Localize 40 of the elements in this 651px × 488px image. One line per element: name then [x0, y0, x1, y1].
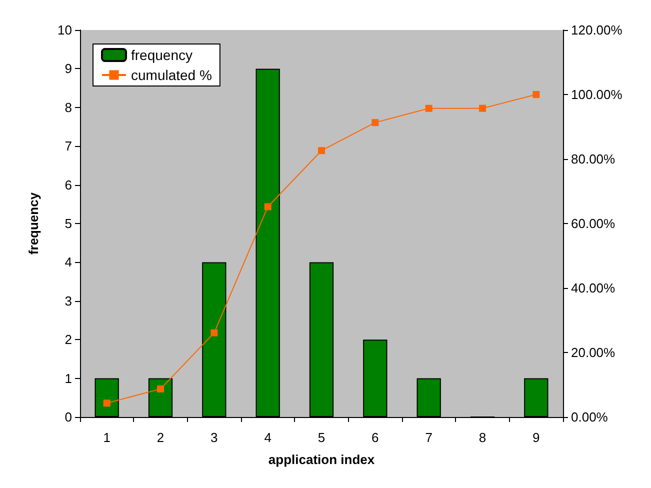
y-tick-label: 10: [58, 22, 72, 38]
x-tick-label: 9: [532, 430, 540, 445]
point: [264, 203, 272, 210]
x-tick-label: 5: [318, 430, 326, 445]
y-tick-label: 3: [64, 293, 72, 308]
point: [157, 385, 164, 392]
x-tick-label: 3: [210, 430, 218, 445]
point: [425, 104, 432, 112]
y-tick-label: 5: [64, 216, 72, 231]
y2-tick-label: 80.00%: [571, 152, 616, 166]
y-tick-label: 7: [64, 138, 72, 154]
y2-tick-label: 20.00%: [571, 345, 616, 360]
x-axis-title: application index: [268, 452, 376, 467]
x-tick-label: 6: [372, 430, 379, 445]
y-tick-label: 9: [64, 61, 72, 76]
y-tick-label: 0: [64, 410, 72, 424]
point: [532, 91, 540, 98]
y-tick-label: 4: [64, 254, 72, 270]
y-axis-title: frequency: [26, 192, 41, 255]
y2-tick-label: 60.00%: [571, 216, 616, 231]
y2-tick-label: 0.00%: [571, 410, 608, 424]
y2-tick-label: 120.00%: [571, 22, 623, 38]
point: [372, 119, 379, 126]
y-tick-label: 2: [64, 332, 72, 348]
point: [210, 329, 218, 336]
x-tick-label: 8: [478, 430, 486, 445]
point: [479, 104, 486, 112]
x-tick-label: 7: [425, 430, 432, 445]
x-tick-label: 4: [264, 430, 272, 445]
y-tick-label: 8: [64, 100, 72, 115]
legend-label: cumulated %: [131, 67, 212, 83]
point: [318, 147, 325, 154]
y2-tick-label: 100.00%: [571, 87, 623, 102]
legend-label: frequency: [131, 47, 192, 63]
x-tick-label: 1: [103, 430, 110, 445]
point: [103, 400, 110, 407]
y-tick-label: 6: [64, 177, 72, 192]
y2-tick-label: 40.00%: [571, 280, 616, 296]
x-tick-label: 2: [156, 430, 164, 445]
y-tick-label: 1: [64, 370, 72, 386]
